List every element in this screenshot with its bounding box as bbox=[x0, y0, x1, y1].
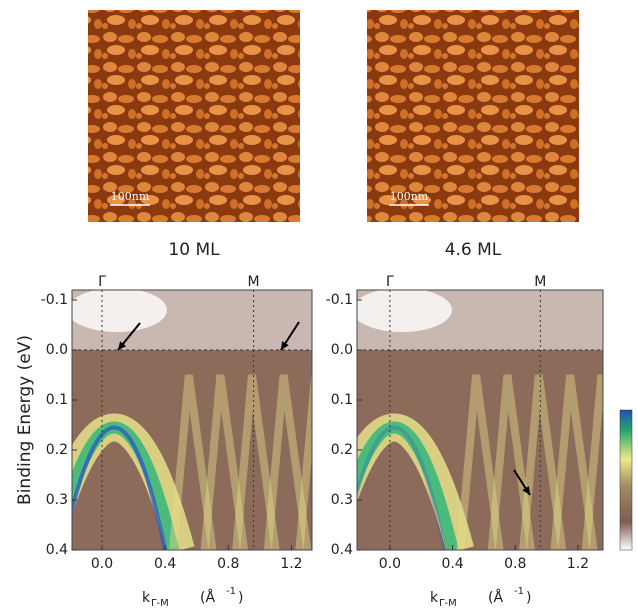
y-tick-label: 0.3 bbox=[331, 492, 353, 508]
x-tick-label: 1.2 bbox=[567, 556, 589, 572]
x-tick-label: 0.0 bbox=[379, 556, 401, 572]
panel-label: 10 ML bbox=[168, 240, 220, 260]
symmetry-label: M bbox=[534, 274, 546, 290]
x-axis-label-sub: Γ-M bbox=[151, 598, 169, 609]
x-tick-label: 0.4 bbox=[154, 556, 176, 572]
x-axis-unit: (Å bbox=[488, 589, 503, 606]
band bbox=[232, 374, 280, 550]
x-axis-label-sub: Γ-M bbox=[439, 598, 457, 609]
band bbox=[456, 374, 504, 550]
x-axis-label: k bbox=[142, 590, 151, 606]
band bbox=[169, 374, 217, 550]
bright bbox=[72, 290, 167, 332]
band bbox=[200, 374, 249, 550]
y-tick-label: 0.1 bbox=[331, 392, 353, 408]
spectrum bbox=[72, 290, 312, 550]
band bbox=[357, 421, 459, 550]
band bbox=[581, 374, 603, 550]
x-axis-unit-exp: -1 bbox=[514, 586, 524, 597]
arrow-head bbox=[118, 341, 127, 350]
y-axis-label: Binding Energy (eV) bbox=[15, 335, 35, 505]
symmetry-label: Γ bbox=[386, 274, 394, 290]
y-tick-label: -0.1 bbox=[326, 292, 353, 308]
x-tick-label: 0.8 bbox=[504, 556, 526, 572]
afm-image bbox=[367, 10, 579, 222]
band bbox=[72, 425, 168, 550]
band bbox=[487, 374, 535, 550]
y-tick-label: 0.3 bbox=[46, 492, 68, 508]
x-tick-label: 1.2 bbox=[280, 556, 302, 572]
y-tick-label: 0.2 bbox=[331, 442, 353, 458]
band bbox=[263, 374, 312, 550]
scale-bar-label: 100nm bbox=[390, 190, 429, 203]
panel-label: 4.6 ML bbox=[445, 240, 502, 260]
y-tick-label: -0.1 bbox=[41, 292, 68, 308]
y-tick-label: 0.0 bbox=[46, 342, 68, 358]
y-tick-label: 0.1 bbox=[46, 392, 68, 408]
colorbar bbox=[619, 409, 633, 551]
afm-image bbox=[88, 10, 300, 222]
y-tick-label: 0.4 bbox=[331, 542, 353, 558]
frame bbox=[71, 289, 313, 551]
x-axis-unit-close: ) bbox=[238, 590, 243, 606]
frame bbox=[356, 289, 604, 551]
arrow-head bbox=[281, 341, 289, 350]
x-axis-unit: (Å bbox=[200, 589, 215, 606]
spectrum bbox=[357, 290, 603, 550]
x-axis-label: k bbox=[430, 590, 439, 606]
x-axis-unit-exp: -1 bbox=[226, 586, 236, 597]
scale-bar-label: 100nm bbox=[111, 190, 150, 203]
arrow-head bbox=[522, 486, 530, 495]
band bbox=[295, 374, 312, 550]
y-tick-label: 0.2 bbox=[46, 442, 68, 458]
symmetry-label: M bbox=[248, 274, 260, 290]
band bbox=[550, 374, 598, 550]
y-tick-label: 0.4 bbox=[46, 542, 68, 558]
symmetry-label: Γ bbox=[98, 274, 106, 290]
y-tick-label: 0.0 bbox=[331, 342, 353, 358]
band bbox=[357, 425, 447, 550]
bright bbox=[357, 290, 452, 332]
x-tick-label: 0.4 bbox=[441, 556, 463, 572]
x-axis-unit-close: ) bbox=[526, 590, 531, 606]
x-tick-label: 0.8 bbox=[217, 556, 239, 572]
x-tick-label: 0.0 bbox=[91, 556, 113, 572]
